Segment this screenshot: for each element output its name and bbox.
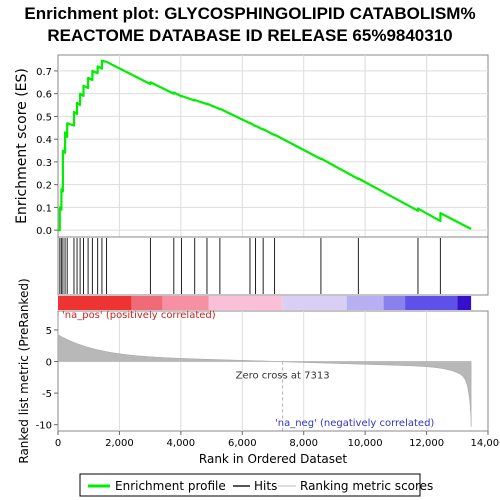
colorbar-segment	[131, 296, 163, 310]
es-plot-frame	[57, 54, 489, 238]
es-y-axis-label: Enrichment score (ES)	[14, 68, 30, 224]
rank-colorbar	[58, 296, 472, 310]
colorbar-segment	[383, 296, 406, 310]
x-tick-label: 6,000	[228, 438, 257, 449]
rank-gridlines	[118, 311, 428, 431]
rank-plot-frame	[57, 310, 489, 432]
es-y-ticks: 0.0 0.1 0.2 0.3 0.4 0.5 0.6 0.7	[36, 67, 58, 237]
es-tick-label: 0.6	[36, 90, 52, 101]
hits-layer	[59, 238, 441, 294]
legend-ranking-label: Ranking metric scores	[300, 479, 433, 493]
colorbar-segment	[162, 296, 209, 310]
es-tick-label: 0.7	[36, 67, 52, 78]
positive-correlation-label: 'na_pos' (positively correlated)	[62, 310, 216, 321]
legend-enrichment-label: Enrichment profile	[115, 479, 226, 493]
es-tick-label: 0.5	[36, 112, 52, 123]
x-axis-ticks: 0 2,000 4,000 6,000 8,000 10,000 12,000 14,000	[55, 431, 500, 449]
es-gridlines	[58, 55, 488, 237]
negative-correlation-label: 'na_neg' (negatively correlated)	[275, 418, 434, 429]
chart-title-line2: REACTOME DATABASE ID RELEASE 65%9840310	[47, 26, 452, 45]
x-tick-label: 10,000	[348, 438, 383, 449]
rank-tick-label: -10	[36, 421, 52, 432]
es-tick-label: 0.2	[36, 181, 52, 192]
rank-y-ticks: 5 0 -5 -10	[36, 326, 58, 432]
hits-frame	[57, 236, 489, 296]
ranking-metric-area	[57, 317, 472, 427]
legend-hits-label: Hits	[254, 479, 277, 493]
es-tick-label: 0.1	[36, 203, 52, 214]
colorbar-segment	[282, 296, 347, 310]
colorbar-segment	[58, 296, 132, 310]
enrichment-profile-line	[58, 59, 472, 232]
es-tick-label: 0.0	[36, 226, 52, 237]
colorbar-segment	[457, 296, 472, 310]
x-axis-label: Rank in Ordered Dataset	[199, 452, 347, 466]
colorbar-segment	[208, 296, 283, 310]
es-tick-label: 0.4	[36, 135, 52, 146]
legend: Enrichment profile Hits Ranking metric s…	[79, 473, 433, 497]
chart-title-line1: Enrichment plot: GLYCOSPHINGOLIPID CATAB…	[24, 4, 475, 23]
zero-cross-label: Zero cross at 7313	[236, 371, 330, 382]
x-tick-label: 12,000	[409, 438, 444, 449]
rank-tick-label: 5	[46, 326, 52, 337]
x-tick-label: 14,000	[471, 438, 500, 449]
x-tick-label: 4,000	[167, 438, 196, 449]
colorbar-segment	[346, 296, 384, 310]
rank-tick-label: -5	[42, 389, 52, 400]
enrichment-profile-layer	[58, 59, 472, 232]
colorbar-segment	[405, 296, 458, 310]
es-tick-label: 0.3	[36, 158, 52, 169]
x-tick-label: 0	[55, 438, 61, 449]
rank-tick-label: 0	[46, 358, 52, 369]
x-tick-label: 2,000	[105, 438, 134, 449]
x-tick-label: 8,000	[289, 438, 318, 449]
rank-y-axis-label: Ranked list metric (PreRanked)	[17, 278, 31, 463]
